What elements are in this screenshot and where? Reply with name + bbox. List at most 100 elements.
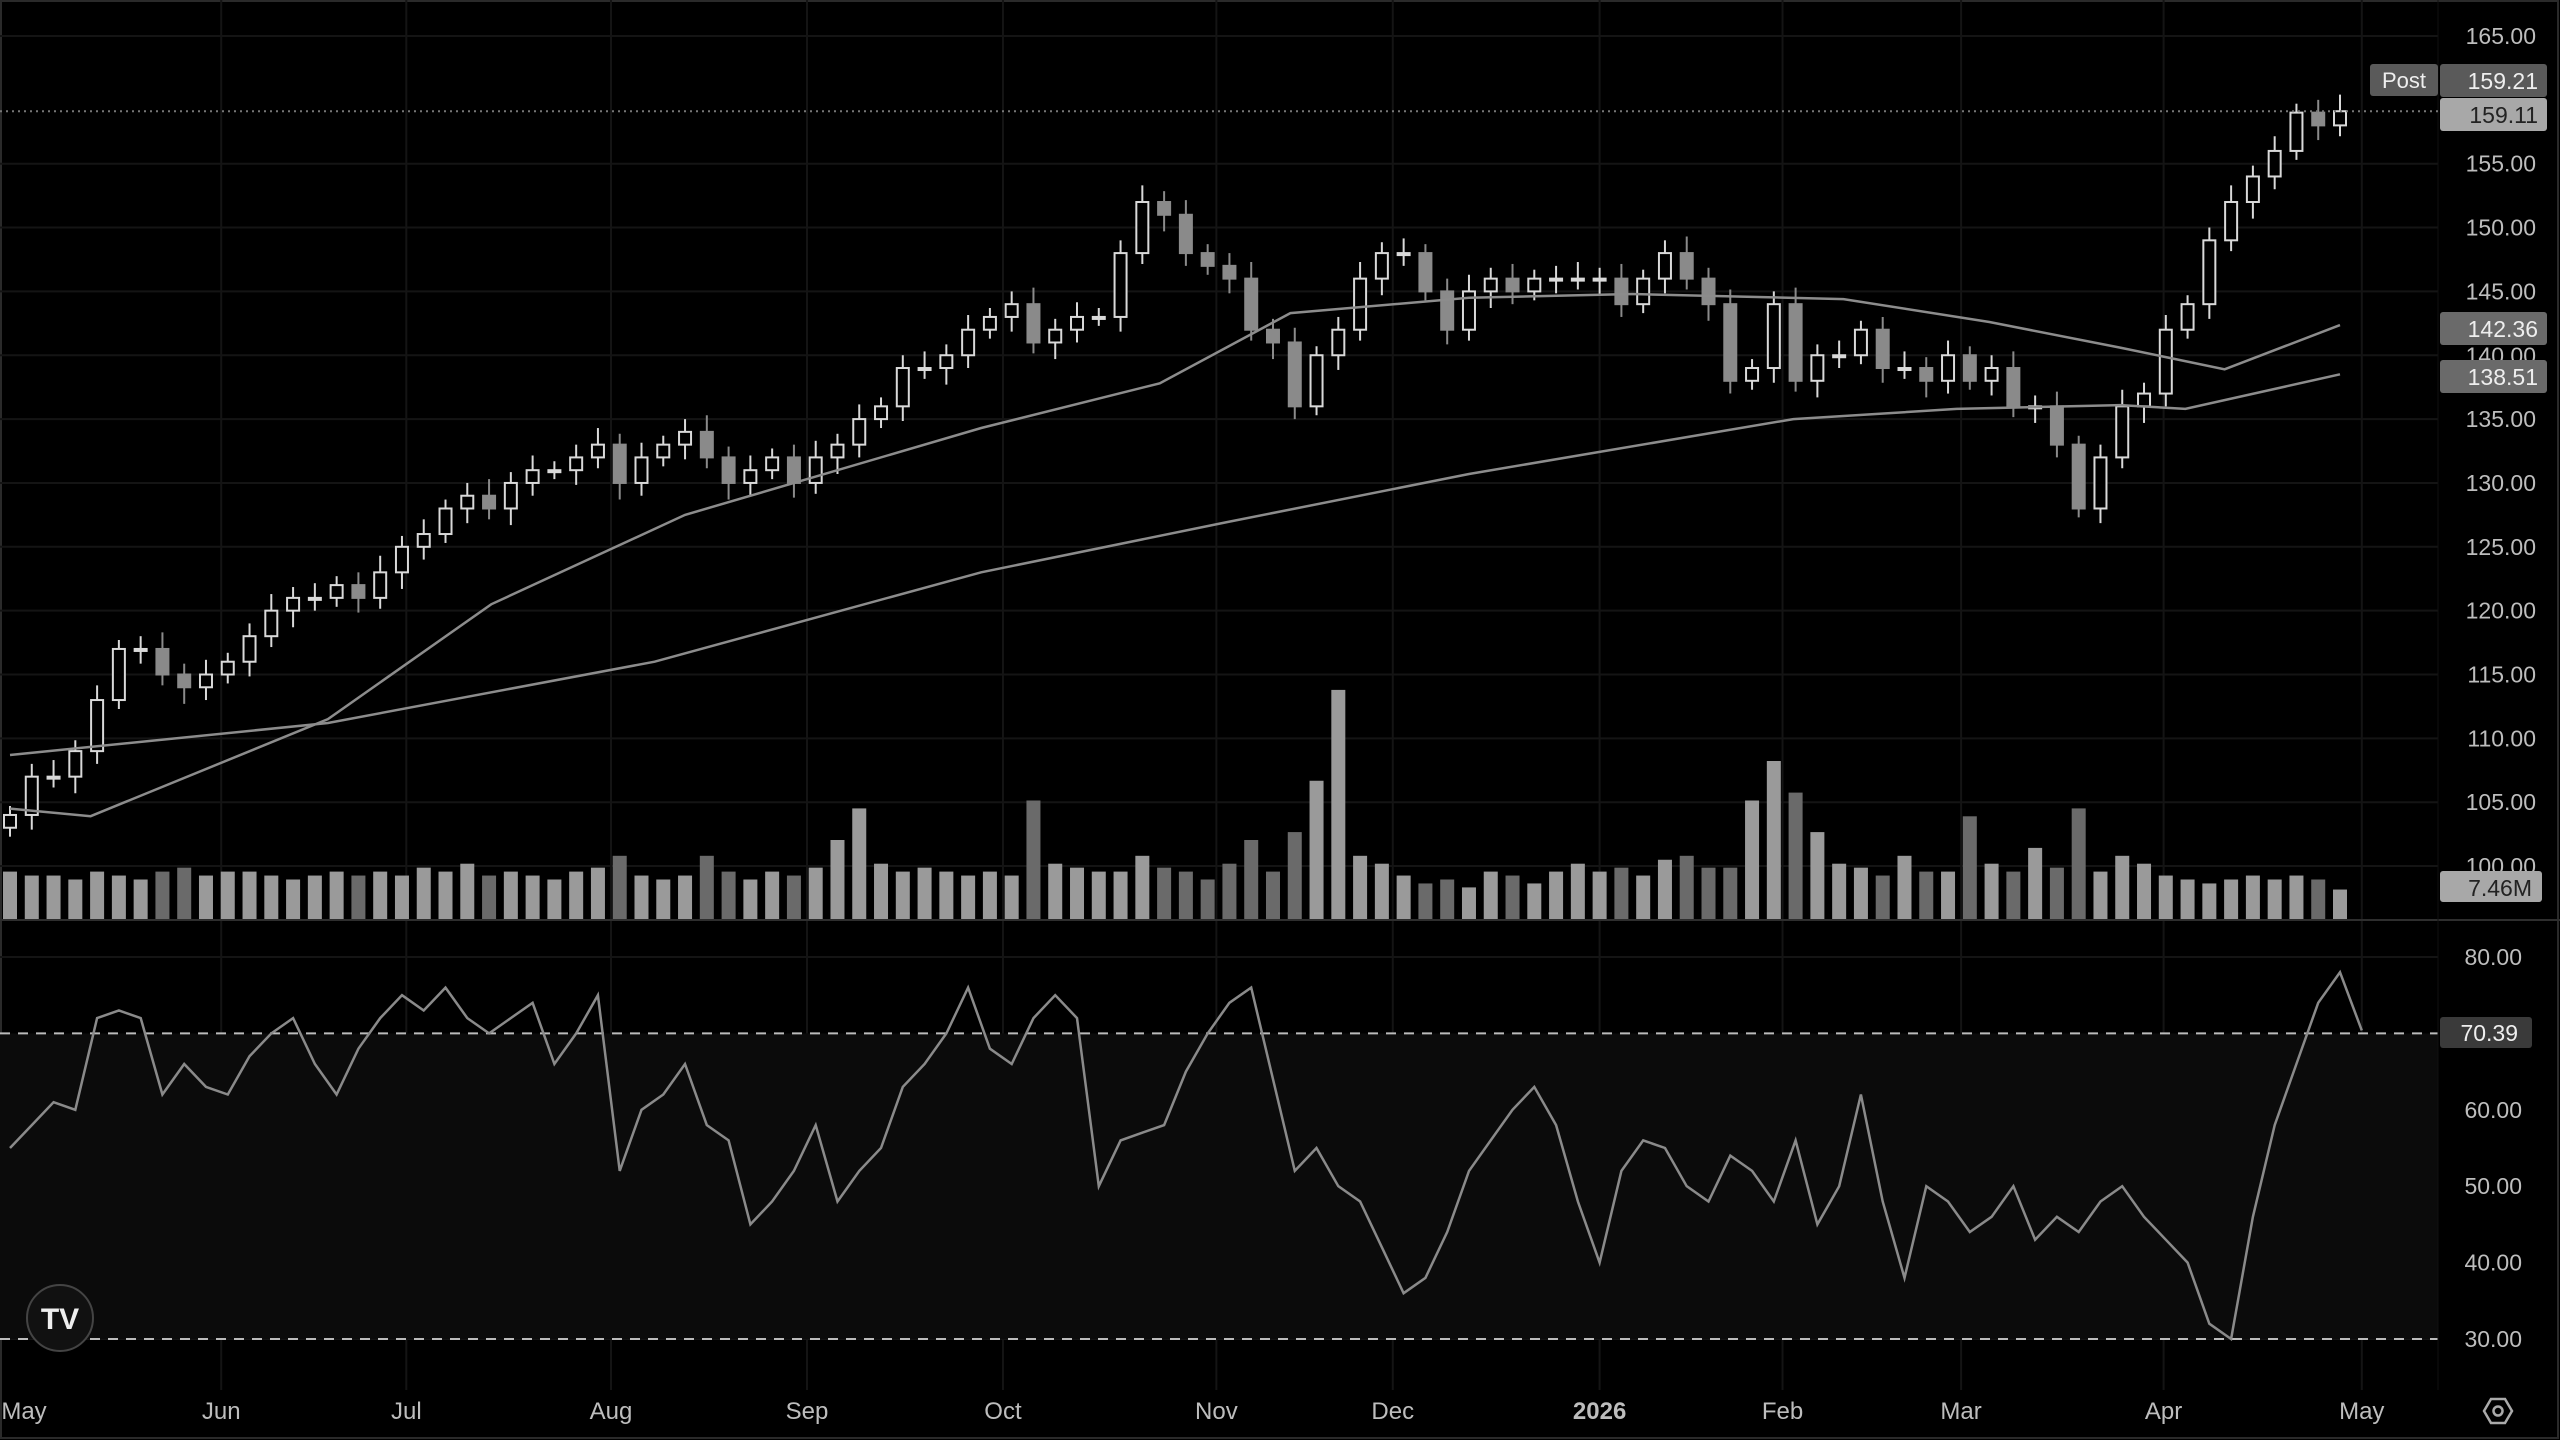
candle-body — [46, 775, 61, 780]
rsi-pane — [0, 969, 2438, 1342]
time-tick-label: Sep — [786, 1398, 829, 1425]
volume-bar — [961, 875, 976, 919]
volume-bar — [1461, 887, 1476, 919]
candle-body — [852, 418, 867, 446]
candle-body — [1374, 252, 1389, 280]
post-tag: Post — [2382, 68, 2426, 93]
volume-bar — [1353, 855, 1368, 919]
volume-bar — [939, 871, 954, 919]
candle-body — [1810, 354, 1825, 382]
time-tick-label: Jul — [391, 1398, 422, 1425]
axes[interactable]: 165.00155.00150.00145.00140.00135.00130.… — [1, 23, 2536, 1425]
volume-bar — [2224, 879, 2239, 919]
candle-body — [1091, 315, 1106, 320]
volume-bar — [1331, 689, 1346, 919]
candle-body — [1592, 277, 1607, 282]
volume-bar — [721, 871, 736, 919]
price-tick-label: 115.00 — [2467, 662, 2536, 688]
post-tag-bg — [2370, 64, 2438, 96]
candle-body — [242, 635, 257, 663]
candle-body — [874, 405, 889, 421]
candle-body — [1657, 252, 1672, 280]
rsi-tick-label: 80.00 — [2464, 944, 2522, 970]
price-tick-label: 105.00 — [2466, 789, 2536, 815]
candle-body — [2180, 303, 2195, 331]
volume-bar — [634, 875, 649, 919]
candle-body — [1853, 328, 1868, 357]
candle-body — [460, 494, 475, 510]
candle-body — [1331, 328, 1346, 357]
price-candles — [3, 94, 2347, 837]
volume-bar — [765, 871, 780, 919]
volume-bar — [1396, 875, 1411, 919]
volume-bar — [351, 875, 366, 919]
volume-bar — [1200, 879, 1215, 919]
ma-long-bg — [2440, 360, 2547, 393]
candle-body — [1222, 264, 1237, 280]
volume-bar — [438, 871, 453, 919]
rsi-value-label: 70.39 — [2460, 1020, 2518, 1046]
candle-body — [329, 584, 344, 599]
candle-body — [1570, 277, 1585, 282]
volume-bar — [90, 871, 105, 919]
volume-bar — [394, 875, 409, 919]
candle-body — [1962, 354, 1977, 382]
volume-bar — [1265, 871, 1280, 919]
volume-bar — [46, 875, 61, 919]
volume-bar — [1091, 871, 1106, 919]
price-tick-label: 125.00 — [2466, 534, 2536, 560]
candle-body — [1505, 277, 1520, 293]
time-tick-label: 2026 — [1573, 1398, 1626, 1425]
volume-bar — [1135, 855, 1150, 919]
price-tick-label: 135.00 — [2466, 406, 2536, 432]
svg-text:TV: TV — [41, 1303, 79, 1336]
rsi-tick-label: 40.00 — [2464, 1250, 2522, 1276]
time-tick-label: Jun — [202, 1398, 241, 1425]
candle-body — [1679, 252, 1694, 280]
volume-bar — [482, 875, 497, 919]
volume-bar — [1853, 867, 1868, 919]
candle-body — [1788, 303, 1803, 382]
candle-body — [2006, 367, 2021, 408]
settings-icon[interactable] — [2482, 1397, 2514, 1425]
price-tick-label: 120.00 — [2466, 598, 2536, 624]
candle-body — [808, 456, 823, 484]
candle-body — [721, 456, 736, 484]
volume-bar — [1810, 832, 1825, 919]
candle-body — [743, 469, 758, 484]
ma-long-line — [9, 373, 2341, 757]
volume-bar — [286, 879, 301, 919]
candle-body — [961, 328, 976, 357]
rsi-tick-label: 30.00 — [2464, 1326, 2522, 1352]
volume-bar — [1614, 867, 1629, 919]
rsi-tick-label: 50.00 — [2464, 1173, 2522, 1199]
volume-bar — [1178, 871, 1193, 919]
candle-body — [1070, 315, 1085, 331]
candle-body — [68, 750, 83, 778]
rsi-band-background — [0, 1033, 2438, 1339]
post-price-label: 159.21 — [2468, 68, 2538, 94]
candle-body — [373, 571, 388, 599]
volume-bar — [786, 875, 801, 919]
candle-body — [111, 647, 126, 702]
volume-bar — [1592, 871, 1607, 919]
candle-body — [547, 469, 562, 474]
candle-body — [1157, 201, 1172, 216]
volume-bar — [569, 871, 584, 919]
candle-body — [1919, 367, 1934, 382]
candle-body — [307, 596, 322, 601]
volume-bar — [1287, 832, 1302, 919]
volume-bar — [373, 871, 388, 919]
volume-bar — [1309, 780, 1324, 919]
volume-bar — [1875, 875, 1890, 919]
volume-bar — [307, 875, 322, 919]
volume-bar — [1004, 875, 1019, 919]
candle-body — [634, 456, 649, 484]
tradingview-logo[interactable]: TV — [26, 1284, 94, 1352]
volume-bar — [743, 879, 758, 919]
candle-body — [656, 443, 671, 459]
candle-body — [286, 596, 301, 612]
candle-body — [699, 430, 714, 459]
volume-bar — [2333, 889, 2347, 919]
